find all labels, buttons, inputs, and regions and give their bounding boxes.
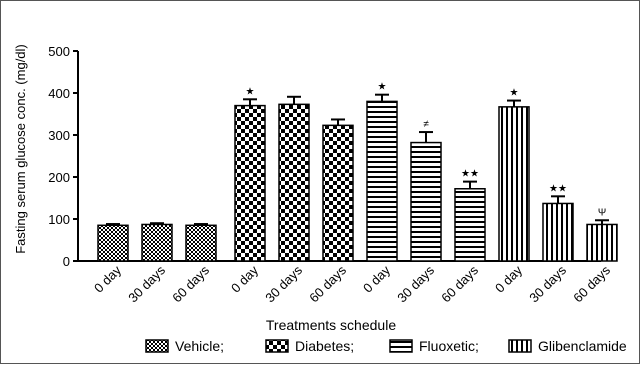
legend-swatch: [265, 339, 289, 353]
x-tick-label: 0 day: [228, 262, 261, 295]
x-tick-label: 30 days: [262, 262, 305, 305]
significance-mark: ≠: [423, 119, 429, 130]
bar-series: ★ ★≠★★★★★Ψ: [97, 82, 618, 262]
y-tick-label: 200: [48, 170, 70, 185]
significance-mark: ★: [378, 82, 387, 93]
x-tick-label: 0 day: [360, 262, 393, 295]
y-tick-label: 300: [48, 128, 70, 143]
x-tick-label: 0 day: [492, 262, 525, 295]
legend-swatch: [145, 339, 169, 353]
x-tick-label: 60 days: [570, 262, 613, 305]
significance-mark: ★: [510, 88, 519, 99]
bar: [322, 124, 354, 262]
x-tick-label: 30 days: [125, 262, 168, 305]
x-tick-label: 30 days: [526, 262, 569, 305]
x-tick-label: 60 days: [169, 262, 212, 305]
x-tick-label: 60 days: [438, 262, 481, 305]
legend-label: Diabetes;: [295, 338, 354, 354]
bar: [366, 100, 398, 262]
y-tick-label: 400: [48, 86, 70, 101]
legend-label: Fluoxetic;: [419, 338, 479, 354]
bar: [278, 103, 310, 262]
bar: [185, 224, 217, 262]
legend-label: Glibenclamide: [538, 338, 627, 354]
significance-mark: ★: [246, 86, 255, 97]
y-tick-label: 0: [63, 254, 70, 269]
y-tick-label: 100: [48, 212, 70, 227]
bar: [498, 106, 530, 262]
significance-mark: Ψ: [598, 207, 606, 218]
bar: [97, 224, 129, 262]
x-tick-label: 0 day: [91, 262, 124, 295]
bar: [410, 141, 442, 262]
bar: [542, 202, 574, 262]
bar: [141, 223, 173, 262]
significance-mark: ★★: [549, 183, 567, 194]
legend: Vehicle; Diabetes; Fluoxetic; Glibenclamide: [145, 338, 627, 354]
x-tick-labels: 0 day 30 days 60 days 0 day 30 days 60 days 0 …: [91, 262, 613, 305]
bar: [454, 188, 486, 262]
y-tick-label: 500: [48, 44, 70, 59]
bar: [234, 104, 266, 262]
legend-swatch: [508, 339, 532, 353]
x-tick-label: 60 days: [306, 262, 349, 305]
bar: [586, 223, 618, 262]
legend-label: Vehicle;: [175, 338, 224, 354]
x-axis-title: Treatments schedule: [266, 317, 396, 333]
significance-mark: ★★: [461, 169, 479, 180]
y-axis-title: Fasting serum glucose conc. (mg/dl): [13, 44, 28, 254]
x-tick-label: 30 days: [394, 262, 437, 305]
legend-swatch: [389, 339, 413, 353]
y-tick-labels: 0 100 200 300 400 500: [48, 44, 78, 269]
